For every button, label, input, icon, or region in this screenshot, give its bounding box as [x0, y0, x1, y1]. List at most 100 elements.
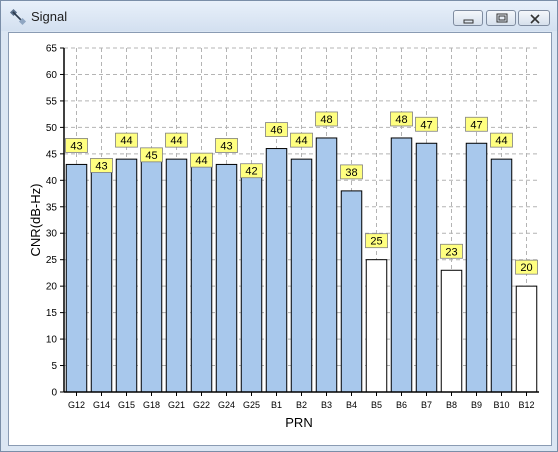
y-tick-label: 55 [46, 96, 58, 107]
x-tick-label: B8 [446, 400, 457, 410]
cnr-bar-chart: 0 5 10 15 20 25 30 35 40 45 50 55 60 65 G12 G14 G15 G18 G2… [28, 44, 539, 430]
data-label: 45 [145, 150, 157, 162]
data-label-box [315, 111, 338, 127]
y-tick-label: 10 [46, 335, 58, 346]
y-axis-title: CNR(dB-Hz) [28, 184, 43, 257]
data-label-box [265, 122, 288, 137]
bar-g12 [65, 163, 88, 393]
data-label-box [65, 138, 88, 153]
data-label-box [365, 233, 388, 249]
y-tick-label: 15 [46, 308, 58, 319]
bar-b4 [340, 190, 363, 393]
y-tick-label: 65 [46, 44, 58, 55]
maximize-icon [496, 13, 508, 23]
close-icon [530, 14, 540, 24]
y-tick-label: 50 [46, 123, 58, 134]
data-label: 47 [420, 119, 432, 131]
y-tick-label: 60 [46, 70, 58, 81]
bar-g21 [165, 158, 188, 393]
bar-b6 [390, 137, 413, 393]
x-tick-label: G12 [68, 400, 85, 410]
data-label-box [140, 147, 163, 163]
y-tick-label: 25 [46, 255, 58, 266]
bar-b8 [440, 269, 463, 393]
axes: 0 5 10 15 20 25 30 35 40 45 50 55 60 65 G12 G14 G15 G18 G2… [46, 44, 539, 410]
data-label: 44 [170, 135, 182, 147]
bar-b10 [490, 158, 513, 393]
x-tick-label: G15 [118, 400, 135, 410]
x-tick-label: B12 [518, 400, 534, 410]
data-label-box [515, 259, 538, 275]
data-label: 43 [95, 160, 107, 172]
window-title: Signal [31, 9, 68, 24]
y-tick-label: 40 [46, 176, 58, 187]
bar-b2 [290, 158, 313, 393]
title-bar[interactable]: Signal [1, 1, 557, 31]
y-tick-label: 30 [46, 229, 58, 240]
bars [65, 137, 538, 393]
x-tick-label: B9 [471, 400, 482, 410]
data-label: 20 [520, 262, 532, 274]
minimize-button[interactable] [453, 10, 483, 26]
x-tick-label: G22 [193, 400, 210, 410]
satellite-icon [9, 8, 27, 26]
bar-g25 [240, 169, 263, 393]
bar-b9 [465, 142, 488, 393]
bar-b3 [315, 137, 338, 393]
x-tick-label: B6 [396, 400, 407, 410]
data-label-box [165, 132, 188, 148]
data-label: 48 [320, 114, 332, 126]
data-label-box [240, 163, 263, 179]
y-tick-label: 0 [51, 388, 57, 399]
data-label: 43 [70, 140, 82, 152]
data-label: 38 [345, 167, 357, 179]
data-label: 46 [270, 125, 282, 137]
x-tick-label: G21 [168, 400, 185, 410]
data-label: 47 [470, 119, 482, 131]
y-tick-label: 45 [46, 149, 58, 160]
x-tick-label: G24 [218, 400, 235, 410]
bar-b5 [365, 259, 388, 393]
data-label-box [215, 138, 238, 153]
data-label: 23 [445, 246, 457, 258]
x-tick-label: B4 [346, 400, 357, 410]
y-tick-label: 35 [46, 202, 58, 213]
data-label-box [415, 116, 438, 132]
data-label: 42 [245, 166, 257, 178]
data-label: 44 [295, 135, 307, 147]
x-tick-label: G14 [93, 400, 110, 410]
data-label-box [290, 132, 313, 148]
x-axis-title: PRN [285, 415, 312, 430]
data-label: 44 [120, 135, 132, 147]
data-label-box [390, 111, 413, 127]
bar-b7 [415, 142, 438, 393]
data-label-box [440, 243, 463, 259]
bar-g18 [140, 153, 163, 393]
bar-g15 [115, 158, 138, 393]
chart-area: 0 5 10 15 20 25 30 35 40 45 50 55 60 65 G12 G14 G15 G18 G2… [8, 32, 552, 446]
data-label-box [90, 158, 113, 173]
data-label-box [465, 116, 488, 132]
x-tick-label: B5 [371, 400, 382, 410]
data-label-box [115, 132, 138, 148]
data-label: 25 [370, 236, 382, 248]
x-tick-label: B1 [271, 400, 282, 410]
x-tick-label: B3 [321, 400, 332, 410]
y-tick-label: 20 [46, 282, 58, 293]
bar-g24 [215, 163, 238, 393]
data-label-box [490, 132, 513, 148]
data-labels: 43 43 44 45 44 44 43 42 46 44 48 38 25 48 47 23 47 44 20 [65, 111, 538, 275]
bar-b1 [265, 148, 288, 393]
minimize-icon [463, 19, 474, 24]
data-label: 48 [395, 114, 407, 126]
bar-g22 [190, 158, 213, 393]
close-button[interactable] [518, 10, 550, 26]
data-label: 43 [220, 140, 232, 152]
maximize-button[interactable] [486, 10, 516, 26]
data-label: 44 [495, 135, 507, 147]
x-tick-label: B7 [421, 400, 432, 410]
data-label-box [340, 164, 363, 180]
data-label-box [190, 152, 213, 168]
data-label: 44 [195, 155, 207, 167]
